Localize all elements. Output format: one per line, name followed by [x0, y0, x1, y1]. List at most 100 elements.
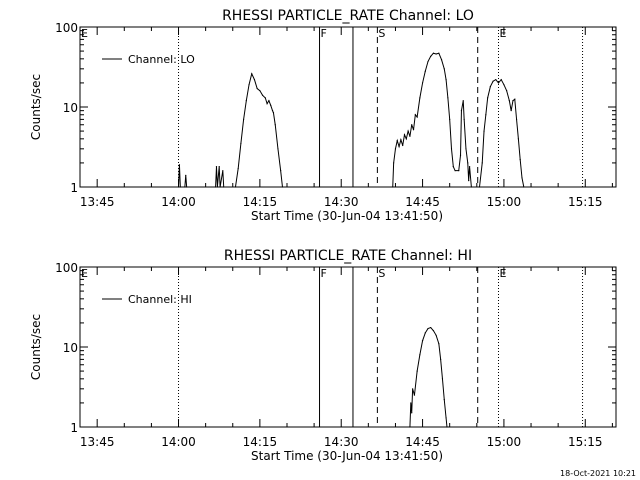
chart-1-marker-label: E — [81, 267, 88, 280]
chart-0-data-point — [400, 139, 402, 141]
chart-0-data-point — [243, 118, 245, 120]
chart-1-x-tick-label: 13:45 — [80, 435, 115, 449]
chart-0-data-point — [259, 90, 261, 92]
chart-1-marker-label: E — [499, 267, 506, 280]
chart-0-data-point — [245, 100, 247, 102]
chart-0-data-point — [407, 130, 409, 132]
chart-0-data-point — [440, 59, 443, 61]
chart-0-series-line — [184, 175, 188, 188]
chart-0-data-point — [430, 55, 432, 57]
chart-0-data-point — [281, 186, 284, 188]
chart-0-data-point — [394, 148, 397, 150]
chart-0-data-point — [216, 186, 218, 188]
chart-0-data-point — [460, 110, 463, 112]
chart-1-data-point — [412, 388, 414, 390]
chart-0-data-point — [467, 162, 469, 164]
chart-0-data-point — [438, 52, 440, 54]
chart-0-data-point — [421, 82, 424, 84]
chart-0-series-line — [234, 72, 283, 188]
chart-0-data-point — [396, 140, 398, 142]
chart-0-data-point — [508, 100, 510, 102]
chart-0-data-point — [447, 97, 449, 99]
chart-1-x-tick-label: 15:15 — [568, 435, 603, 449]
chart-0-data-point — [270, 104, 272, 106]
chart-1-y-tick-label: 1 — [70, 421, 78, 435]
chart-0-series-line — [215, 166, 225, 188]
chart-1-data-point — [445, 417, 447, 419]
chart-0-data-point — [214, 186, 217, 188]
chart-0-x-tick-label: 13:45 — [80, 195, 115, 209]
chart-1-marker-label: F — [321, 267, 327, 280]
chart-0-data-point — [459, 154, 462, 156]
chart-0-data-point — [264, 97, 266, 99]
chart-0-data-point — [523, 186, 525, 188]
chart-0-data-point — [483, 130, 485, 132]
chart-0-data-point — [277, 148, 279, 150]
chart-0-data-point — [521, 177, 523, 179]
chart-0-data-point — [510, 110, 512, 112]
chart-1-data-point — [410, 402, 412, 404]
chart-0-data-point — [452, 165, 454, 168]
chart-0-data-point — [409, 135, 411, 137]
chart-1-y-tick-label: 100 — [55, 261, 78, 275]
chart-0-data-point — [274, 124, 276, 126]
chart-0-data-point — [268, 100, 270, 102]
chart-0-data-point — [266, 103, 268, 105]
footer-timestamp: 18-Oct-2021 10:21 — [560, 469, 636, 478]
hi-channel-panel: RHESSI PARTICLE_RATE Channel: HI 1 10 100 Co… — [29, 248, 617, 463]
chart-0-data-point — [512, 100, 514, 102]
chart-0-x-tick-label: 15:15 — [568, 195, 603, 209]
chart-0-data-point — [506, 90, 508, 92]
chart-0-y-tick-label: 1 — [70, 181, 78, 195]
chart-1-plot-frame — [79, 266, 617, 428]
chart-0-data-point — [462, 100, 464, 102]
chart-1-data-point — [427, 327, 429, 330]
chart-0-x-tick-label: 14:30 — [324, 195, 359, 209]
chart-0-y-tick-label: 100 — [55, 21, 78, 35]
chart-0-data-point — [514, 98, 516, 100]
chart-0-data-point — [215, 165, 218, 168]
chart-1-data-point — [419, 354, 421, 356]
chart-0-data-point — [177, 186, 180, 188]
chart-0-data-point — [218, 165, 220, 168]
chart-1-legend-label: Channel: HI — [128, 293, 192, 306]
chart-0-data-point — [449, 118, 451, 120]
chart-0-data-point — [468, 165, 471, 168]
chart-0-data-point — [256, 87, 258, 90]
chart-0-data-point — [481, 162, 483, 164]
chart-1-data-point — [443, 399, 445, 401]
chart-0-data-point — [251, 73, 253, 75]
chart-0-data-point — [497, 82, 500, 84]
chart-1-data-point — [413, 394, 416, 396]
chart-0-data-point — [487, 97, 489, 99]
chart-0-data-point — [414, 114, 416, 116]
chart-0-data-point — [392, 186, 394, 188]
chart-0-data-point — [519, 159, 521, 161]
chart-0-data-point — [500, 79, 502, 81]
chart-0-data-point — [184, 186, 186, 188]
chart-1-data-point — [441, 378, 444, 380]
chart-0-marker-label: E — [81, 27, 88, 40]
chart-0-data-point — [223, 186, 225, 188]
chart-1-y-axis-label: Counts/sec — [29, 314, 43, 380]
chart-1-data-point — [435, 334, 437, 336]
chart-0-data-point — [470, 186, 472, 188]
chart-1-marker-label: S — [378, 267, 385, 280]
chart-0-data-point — [219, 186, 221, 188]
chart-0-x-tick-label: 14:00 — [161, 195, 196, 209]
chart-0-data-point — [405, 138, 407, 140]
chart-0-legend-label: Channel: LO — [128, 53, 195, 66]
chart-1-x-tick-label: 14:15 — [243, 435, 278, 449]
chart-0-data-point — [450, 148, 453, 150]
chart-0-data-point — [403, 134, 406, 136]
chart-1-data-point — [446, 426, 448, 428]
chart-0-data-point — [178, 164, 181, 166]
chart-1-x-axis-label: Start Time (30-Jun-04 13:41:50) — [251, 449, 443, 463]
chart-1-data-point — [440, 358, 442, 360]
chart-0-data-point — [240, 142, 242, 145]
chart-0-data-point — [485, 114, 487, 116]
chart-0-data-point — [424, 70, 426, 72]
chart-0-data-point — [517, 138, 519, 140]
chart-0-data-point — [179, 186, 181, 188]
